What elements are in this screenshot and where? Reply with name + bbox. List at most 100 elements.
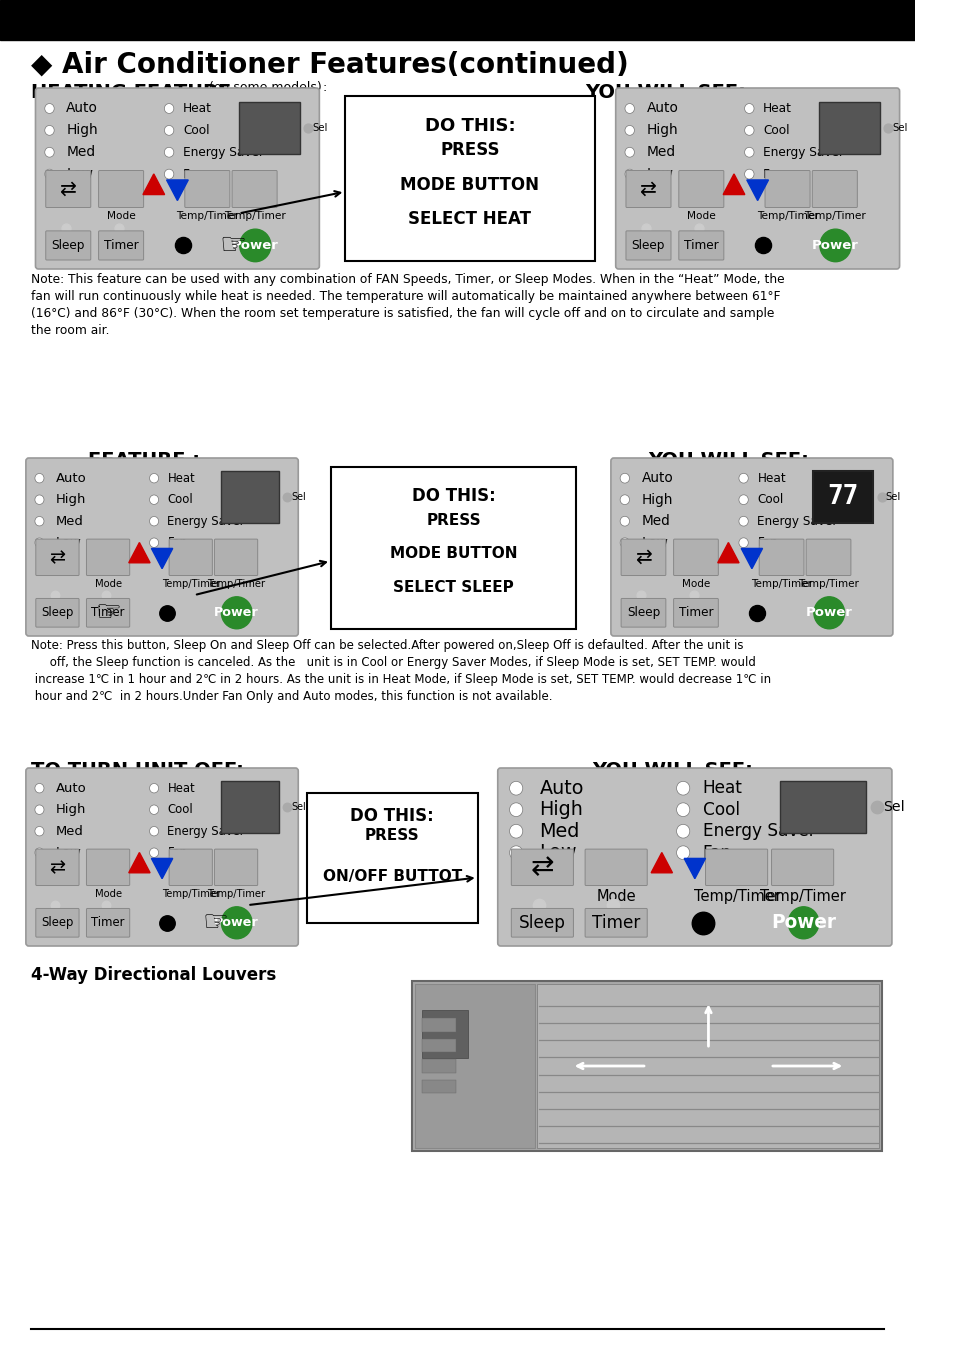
Circle shape (164, 126, 173, 135)
Circle shape (150, 516, 158, 526)
Circle shape (509, 802, 522, 816)
Text: DO THIS:: DO THIS: (424, 116, 515, 135)
Circle shape (35, 494, 44, 504)
FancyBboxPatch shape (673, 598, 718, 627)
Circle shape (150, 805, 158, 815)
Text: Energy Saver: Energy Saver (167, 515, 245, 528)
Circle shape (35, 516, 44, 526)
Text: Timer: Timer (683, 239, 718, 251)
FancyBboxPatch shape (87, 598, 130, 627)
Circle shape (35, 784, 44, 793)
Circle shape (739, 473, 747, 484)
FancyBboxPatch shape (679, 231, 723, 259)
FancyBboxPatch shape (584, 908, 646, 938)
Text: PRESS: PRESS (426, 513, 480, 528)
Circle shape (45, 126, 54, 135)
Bar (818, 101, 879, 154)
Circle shape (819, 230, 850, 262)
Circle shape (509, 846, 522, 859)
Circle shape (739, 538, 747, 547)
Text: Timer: Timer (592, 913, 639, 932)
Circle shape (509, 824, 522, 838)
Text: HEATING FEATURE: HEATING FEATURE (30, 82, 231, 101)
FancyBboxPatch shape (673, 539, 718, 576)
Text: Mode: Mode (107, 211, 135, 220)
Text: Low: Low (55, 536, 81, 550)
Text: Temp/Timer: Temp/Timer (803, 211, 864, 220)
Bar (421, 1039, 456, 1052)
Text: Med: Med (55, 515, 83, 528)
FancyBboxPatch shape (764, 170, 809, 208)
Text: Power: Power (770, 913, 835, 932)
Text: ☞: ☞ (95, 598, 122, 627)
Text: Cool: Cool (167, 804, 193, 816)
FancyBboxPatch shape (87, 539, 130, 576)
Polygon shape (722, 174, 744, 195)
Circle shape (221, 907, 252, 939)
Circle shape (676, 802, 689, 816)
Text: FEATURE :: FEATURE : (88, 451, 199, 470)
Polygon shape (683, 858, 704, 878)
Text: Sleep: Sleep (518, 913, 565, 932)
Circle shape (150, 827, 158, 836)
FancyBboxPatch shape (46, 170, 91, 208)
Text: YOU WILL SEE:: YOU WILL SEE: (648, 451, 808, 470)
FancyBboxPatch shape (511, 850, 573, 885)
Text: ☞: ☞ (202, 909, 228, 936)
Bar (415, 984, 534, 1148)
Circle shape (739, 516, 747, 526)
Bar (421, 1019, 456, 1032)
Text: Temp/Timer: Temp/Timer (176, 211, 238, 220)
Text: Fan: Fan (167, 536, 187, 550)
Bar (220, 781, 279, 834)
Polygon shape (651, 852, 672, 873)
FancyBboxPatch shape (759, 539, 803, 576)
Text: High: High (55, 493, 86, 507)
FancyBboxPatch shape (620, 539, 665, 576)
Text: MODE BUTTON: MODE BUTTON (400, 176, 538, 193)
Text: Sleep: Sleep (631, 239, 664, 251)
Text: Power: Power (214, 607, 259, 619)
Circle shape (743, 147, 753, 157)
Text: Low: Low (538, 843, 577, 862)
FancyBboxPatch shape (87, 908, 130, 938)
Circle shape (150, 784, 158, 793)
Text: High: High (55, 804, 86, 816)
Circle shape (45, 104, 54, 113)
Text: Sel: Sel (312, 123, 327, 132)
Text: Heat: Heat (167, 471, 194, 485)
Text: Note: This feature can be used with any combination of FAN Speeds, Timer, or Sle: Note: This feature can be used with any … (30, 273, 783, 336)
Bar (780, 781, 864, 834)
FancyBboxPatch shape (615, 88, 899, 269)
Circle shape (676, 846, 689, 859)
Bar (421, 1059, 456, 1073)
Text: Energy Saver: Energy Saver (183, 146, 264, 159)
Text: Low: Low (66, 168, 93, 181)
Text: Temp/Timer: Temp/Timer (759, 889, 844, 904)
Text: Temp/Timer: Temp/Timer (798, 578, 858, 589)
Circle shape (35, 827, 44, 836)
Bar (812, 471, 873, 523)
Circle shape (619, 473, 629, 484)
Text: Temp/Timer: Temp/Timer (207, 578, 265, 589)
FancyBboxPatch shape (214, 539, 257, 576)
Circle shape (743, 126, 753, 135)
FancyBboxPatch shape (805, 539, 850, 576)
Text: Med: Med (640, 515, 669, 528)
FancyBboxPatch shape (214, 850, 257, 885)
Text: (on some models): (on some models) (205, 81, 322, 95)
Circle shape (624, 169, 634, 180)
Circle shape (45, 147, 54, 157)
Text: DO THIS:: DO THIS: (350, 808, 434, 825)
Text: Auto: Auto (646, 101, 678, 115)
Text: Timer: Timer (104, 239, 138, 251)
Text: ☞: ☞ (219, 231, 247, 259)
Text: ⇄: ⇄ (50, 547, 66, 567)
Polygon shape (740, 549, 761, 569)
Text: TO TURN UNIT OFF:: TO TURN UNIT OFF: (30, 761, 243, 780)
Text: DO THIS:: DO THIS: (412, 488, 495, 505)
Text: Cool: Cool (762, 124, 789, 136)
Bar (421, 1079, 456, 1093)
FancyBboxPatch shape (169, 850, 213, 885)
Bar (537, 984, 879, 1148)
